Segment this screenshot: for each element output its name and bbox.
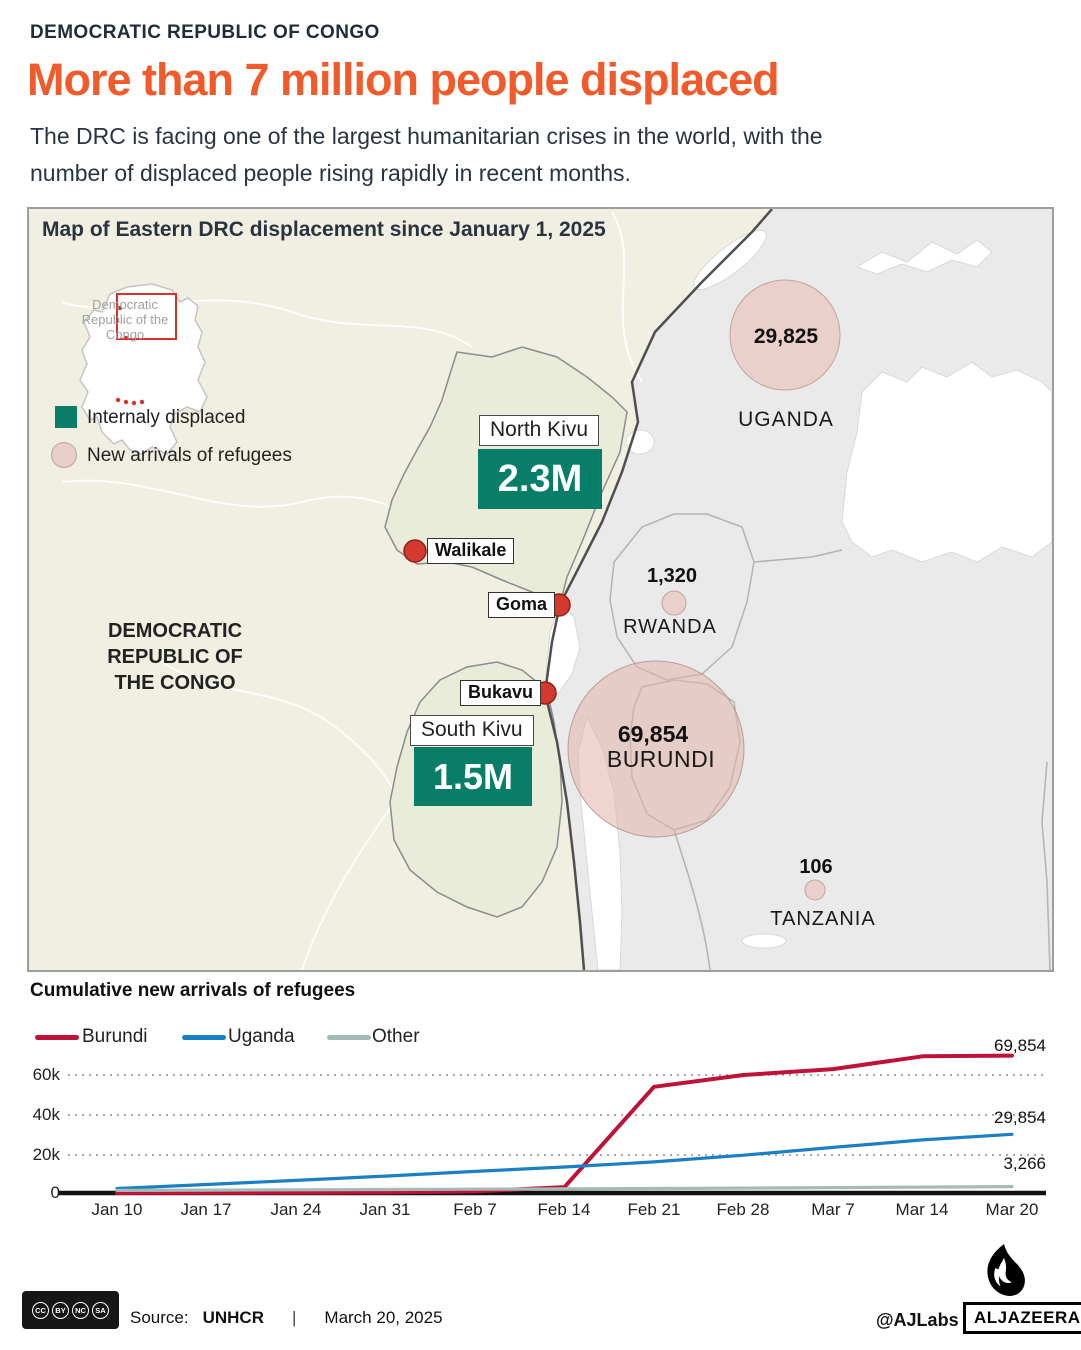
- burundi-bubble: [567, 660, 745, 838]
- map-panel: Map of Eastern DRC displacement since Ja…: [27, 207, 1054, 972]
- rwanda-value: 1,320: [646, 565, 698, 587]
- end-label-other: 3,266: [1003, 1154, 1046, 1173]
- series-line-burundi: [115, 1053, 1014, 1195]
- page-title: More than 7 million people displaced: [27, 54, 780, 105]
- drc-border: [543, 209, 773, 970]
- source-separator: |: [291, 1308, 297, 1327]
- goma-label: Goma: [488, 592, 556, 618]
- subtitle: The DRC is facing one of the largest hum…: [30, 118, 1040, 192]
- legend-uganda-swatch: [182, 1035, 226, 1040]
- xtick: Feb 14: [537, 1200, 591, 1219]
- north-kivu-label: North Kivu: [479, 415, 600, 446]
- xtick: Feb 7: [453, 1200, 497, 1219]
- xtick: Mar 14: [895, 1200, 949, 1219]
- tanzania-label: TANZANIA: [770, 908, 876, 930]
- cc-icon: CC: [32, 1301, 49, 1319]
- xtick: Jan 10: [91, 1200, 143, 1219]
- inset-map: [79, 283, 208, 455]
- source-label: Source:: [130, 1308, 189, 1327]
- aljazeera-flame-icon: [987, 1244, 1025, 1296]
- lake-albert: [693, 229, 767, 291]
- bukavu-label: Bukavu: [460, 680, 542, 706]
- drc-country-label: DEMOCRATIC REPUBLIC OF THE CONGO: [65, 618, 285, 696]
- lake-kyoga: [855, 239, 993, 275]
- walikale-label: Walikale: [427, 538, 515, 564]
- rwanda-bubble: [661, 590, 687, 616]
- xtick: Jan 31: [359, 1200, 411, 1219]
- legend-other-label: Other: [372, 1026, 420, 1047]
- rwanda-border: [609, 513, 755, 681]
- rwanda-label: RWANDA: [623, 616, 717, 638]
- legend-internally-displaced-label: Internaly displaced: [87, 407, 246, 428]
- lake-rukwa: [741, 933, 787, 949]
- kicker: DEMOCRATIC REPUBLIC OF CONGO: [30, 22, 380, 43]
- uganda-value: 29,825: [753, 325, 819, 348]
- cc-nc-icon: NC: [72, 1301, 89, 1319]
- legend-other-swatch: [327, 1035, 371, 1040]
- north-kivu-value: 2.3M: [478, 449, 602, 509]
- line-chart: [58, 1053, 1046, 1196]
- series-line-uganda: [115, 1132, 1014, 1191]
- inset-label-line: Republic of the: [81, 312, 169, 327]
- inset-label-line: Congo: [105, 327, 145, 342]
- cc-by-icon: BY: [52, 1301, 69, 1319]
- map-title: Map of Eastern DRC displacement since Ja…: [42, 218, 606, 241]
- ytick-20k: 20k: [32, 1145, 60, 1164]
- lakes: [544, 229, 1052, 970]
- ytick-60k: 60k: [32, 1065, 60, 1084]
- source-date: March 20, 2025: [324, 1308, 443, 1327]
- refugee-bubbles: [567, 279, 841, 901]
- subtitle-line-2: number of displaced people rising rapidl…: [30, 160, 631, 186]
- xtick: Jan 17: [180, 1200, 232, 1219]
- inset-label-line: Democratic: [92, 297, 158, 312]
- source-value: UNHCR: [202, 1308, 264, 1327]
- ytick-40k: 40k: [32, 1105, 60, 1124]
- drc-label-line: DEMOCRATIC: [107, 620, 243, 642]
- cc-license-badge: CC BY NC SA: [22, 1291, 119, 1329]
- inset-label: Democratic Republic of the Congo: [45, 297, 205, 342]
- xtick: Feb 28: [716, 1200, 770, 1219]
- inset-conflict-dots: [115, 305, 145, 406]
- tanzania-value: 106: [799, 856, 833, 878]
- legend-burundi-swatch: [35, 1035, 79, 1040]
- subtitle-line-1: The DRC is facing one of the largest hum…: [30, 123, 823, 149]
- xtick: Mar 20: [985, 1200, 1039, 1219]
- burundi-label: BURUNDI: [606, 746, 716, 772]
- legend-internally-displaced-swatch: [55, 406, 77, 428]
- legend-new-arrivals-label: New arrivals of refugees: [87, 445, 292, 466]
- burundi-value: 69,854: [617, 721, 689, 747]
- legend-uganda-label: Uganda: [228, 1026, 295, 1047]
- tanzania-bubble: [804, 879, 826, 901]
- aljazeera-logo: ALJAZEERA: [963, 1302, 1081, 1334]
- legend-burundi-label: Burundi: [82, 1026, 148, 1047]
- lake-victoria: [841, 361, 1052, 563]
- ytick-0: 0: [50, 1183, 60, 1202]
- ajlabs-handle: @AJLabs: [876, 1310, 959, 1330]
- drc-label-line: THE CONGO: [114, 672, 236, 694]
- end-label-burundi: 69,854: [994, 1036, 1046, 1055]
- xtick: Jan 24: [270, 1200, 322, 1219]
- end-label-uganda: 29,854: [994, 1108, 1046, 1127]
- uganda-label: UGANDA: [738, 408, 834, 431]
- source-line: Source: UNHCR | March 20, 2025: [130, 1308, 443, 1328]
- xtick: Feb 21: [627, 1200, 681, 1219]
- lake-kivu: [544, 603, 581, 695]
- uganda-bubble: [729, 279, 841, 391]
- walikale-dot: [403, 539, 427, 563]
- south-kivu-value: 1.5M: [414, 747, 532, 806]
- chart-title: Cumulative new arrivals of refugees: [30, 980, 356, 1001]
- drc-label-line: REPUBLIC OF: [107, 646, 243, 668]
- gridlines: [68, 1074, 1046, 1156]
- series-line-other: [115, 1185, 1014, 1192]
- cc-sa-icon: SA: [92, 1301, 109, 1319]
- south-kivu-label: South Kivu: [410, 715, 534, 746]
- xtick: Mar 7: [811, 1200, 855, 1219]
- inset-focus-rectangle: [116, 293, 177, 340]
- legend-new-arrivals-swatch: [51, 442, 77, 468]
